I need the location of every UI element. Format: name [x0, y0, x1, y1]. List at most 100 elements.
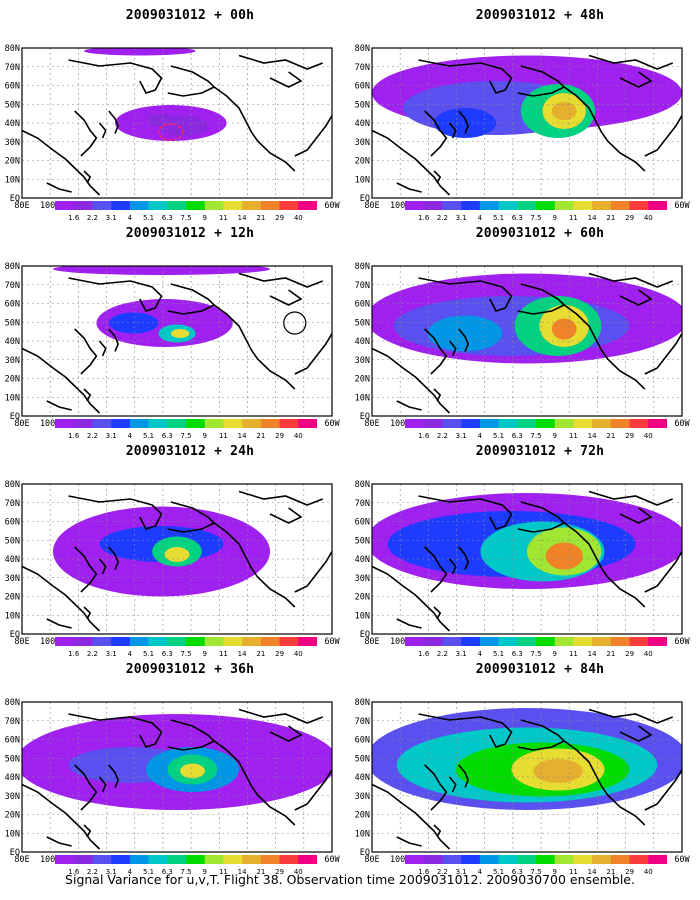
colorbar-label: 14 — [238, 650, 247, 658]
colorbar-swatch — [461, 201, 481, 210]
colorbar-label: 2.2 — [437, 868, 448, 876]
lat-tick-label: 20N — [355, 157, 370, 167]
colorbar-label: 21 — [606, 432, 615, 440]
colorbar-swatch — [554, 637, 574, 646]
coastline — [294, 551, 332, 593]
lon-tick-label: 100E — [390, 637, 410, 647]
coastline — [83, 170, 92, 184]
colorbar-swatch — [92, 637, 112, 646]
lat-tick-label: EQ — [360, 412, 370, 422]
colorbar-swatch — [536, 419, 556, 428]
coastline — [46, 618, 72, 629]
colorbar-swatch — [129, 201, 149, 210]
colorbar-label: 7.5 — [530, 868, 541, 876]
variance-contour — [180, 763, 205, 779]
colorbar-label: 3.1 — [106, 650, 117, 658]
coastline — [396, 182, 422, 193]
coastline — [213, 740, 296, 826]
colorbar-label: 29 — [625, 432, 634, 440]
colorbar-swatch — [298, 855, 317, 864]
map-plot: 80E100E120E140E160E180160W140W120W100W80… — [355, 44, 691, 211]
coastline — [448, 122, 457, 139]
panel-title: 2009031012 + 60h — [475, 226, 605, 241]
lat-tick-label: 10N — [5, 175, 20, 185]
colorbar-label: 4 — [128, 214, 133, 222]
map-panel: 2009031012 + 60h80E100E120E140E160E18016… — [355, 226, 700, 441]
lat-tick-label: EQ — [10, 848, 20, 858]
colorbar-label: 3.1 — [106, 432, 117, 440]
lat-tick-label: 40N — [5, 119, 20, 129]
colorbar-label: 6.3 — [162, 650, 173, 658]
colorbar-swatch — [610, 201, 630, 210]
lat-tick-label: EQ — [10, 630, 20, 640]
coastline — [372, 783, 451, 850]
colorbar-label: 2.2 — [87, 868, 98, 876]
colorbar-swatch — [479, 201, 499, 210]
panel-title: 2009031012 + 12h — [125, 226, 255, 241]
lat-tick-label: 40N — [5, 773, 20, 783]
coastline — [396, 836, 422, 847]
colorbar-label: 5.1 — [493, 214, 504, 222]
coastline — [372, 347, 451, 414]
lat-tick-label: 60N — [5, 82, 20, 92]
colorbar-swatch — [73, 855, 93, 864]
map-plot: 80E100E120E140E160E180160W140W120W100W80… — [355, 698, 691, 865]
colorbar-label: 40 — [294, 650, 303, 658]
colorbar-label: 9 — [552, 650, 556, 658]
coastline — [396, 618, 422, 629]
colorbar-swatch — [73, 201, 93, 210]
colorbar-swatch — [129, 855, 149, 864]
colorbar-swatch — [442, 201, 462, 210]
lat-tick-label: 60N — [355, 518, 370, 528]
colorbar-swatch — [242, 201, 262, 210]
colorbar-label: 6.3 — [512, 868, 523, 876]
colorbar-swatch — [204, 201, 224, 210]
colorbar-label: 29 — [275, 432, 284, 440]
colorbar-swatch — [260, 419, 280, 428]
colorbar-swatch — [461, 855, 481, 864]
panel-title: 2009031012 + 84h — [475, 662, 605, 677]
colorbar-label: 2.2 — [437, 650, 448, 658]
lat-tick-label: 10N — [5, 393, 20, 403]
colorbar-label: 11 — [569, 214, 578, 222]
colorbar-label: 6.3 — [512, 432, 523, 440]
panel-title: 2009031012 + 36h — [125, 662, 255, 677]
colorbar-swatch — [223, 855, 243, 864]
lon-tick-label: 80E — [364, 855, 379, 865]
lat-tick-label: 20N — [5, 593, 20, 603]
colorbar-swatch — [648, 855, 667, 864]
variance-contour — [427, 315, 503, 352]
colorbar-swatch — [498, 419, 518, 428]
lat-tick-label: 80N — [355, 262, 370, 272]
observation-circle — [283, 311, 307, 335]
colorbar-swatch — [111, 855, 131, 864]
colorbar-swatch — [517, 201, 537, 210]
coastline — [418, 495, 513, 530]
colorbar-swatch — [517, 419, 537, 428]
lon-tick-label: 60W — [324, 419, 340, 429]
colorbar-label: 21 — [256, 214, 265, 222]
colorbar: 1.6 2.2 3.1 4 5.1 6.3 7.5 9 11 14 21 29 40 — [55, 419, 317, 440]
colorbar: 1.6 2.2 3.1 4 5.1 6.3 7.5 9 11 14 21 29 40 — [55, 201, 317, 222]
lon-tick-label: 60W — [324, 637, 340, 647]
plot-frame — [371, 47, 683, 199]
lon-tick-label: 100E — [40, 855, 60, 865]
colorbar-label: 4 — [128, 650, 133, 658]
colorbar-swatch — [92, 201, 112, 210]
variance-contour — [53, 266, 270, 275]
lat-tick-label: 20N — [5, 811, 20, 821]
lon-tick-label: 60W — [674, 637, 690, 647]
colorbar-swatch — [298, 201, 317, 210]
lon-tick-label: 100E — [390, 201, 410, 211]
colorbar-label: 14 — [588, 868, 597, 876]
colorbar-swatch — [554, 855, 574, 864]
coastline — [294, 333, 332, 375]
colorbar-swatch — [204, 855, 224, 864]
lat-tick-label: 20N — [355, 811, 370, 821]
colorbar-label: 11 — [569, 650, 578, 658]
colorbar-swatch — [461, 419, 481, 428]
colorbar-swatch — [423, 419, 443, 428]
coastline — [619, 725, 653, 742]
lat-tick-label: 50N — [355, 318, 370, 328]
coastline — [294, 115, 332, 157]
